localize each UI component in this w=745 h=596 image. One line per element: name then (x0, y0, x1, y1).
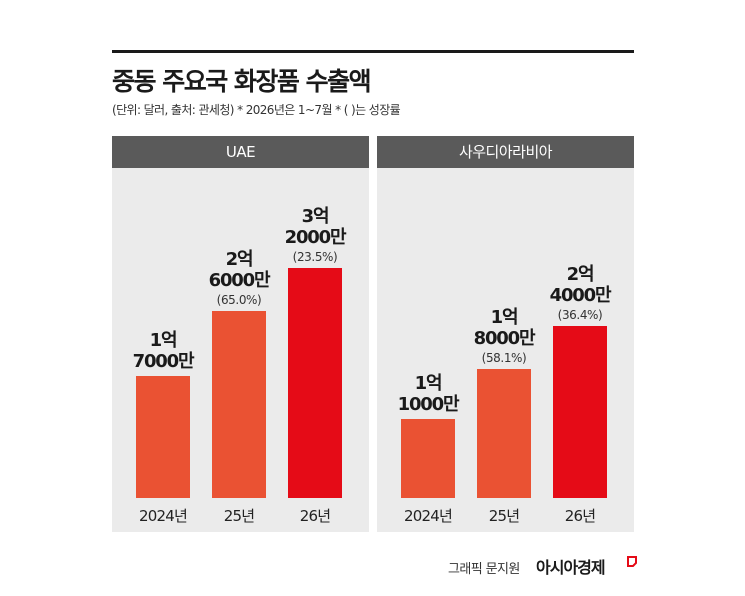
saudi-bar-0 (401, 419, 455, 498)
uae-bar-2 (288, 268, 342, 498)
saudi-x-label-1: 25년 (488, 507, 520, 525)
brand-logo-text: 아시아경제 (536, 558, 606, 577)
uae-x-label-2: 26년 (299, 507, 331, 525)
uae-bar-0 (136, 376, 190, 498)
uae-panel: UAE 1억 7000만 2024년 (65.0%) 2억 6000만 25년 (23.5%)… (112, 136, 369, 532)
saudi-panel: 사우디아라비아 1억 1000만 2024년 (58.1%) 1억 8000만 25년 (36… (377, 136, 634, 532)
saudi-x-label-0: 2024년 (404, 507, 453, 525)
uae-bar-1 (212, 311, 266, 498)
saudi-value-label-2: 2억 4000만 (549, 264, 612, 306)
chart-subtitle: (단위: 달러, 출처: 관세청) * 2026년은 1~7월 * ( )는 성… (112, 103, 401, 117)
saudi-panel-header: 사우디아라비아 (377, 136, 634, 168)
saudi-growth-label-2: (36.4%) (557, 308, 603, 322)
saudi-value-label-0: 1억 1000만 (397, 373, 460, 415)
uae-growth-label-1: (65.0%) (216, 293, 262, 307)
saudi-bar-1 (477, 369, 531, 498)
uae-growth-label-2: (23.5%) (292, 250, 338, 264)
saudi-growth-label-1: (58.1%) (481, 351, 527, 365)
brand-mark-icon (627, 556, 637, 567)
uae-panel-header: UAE (112, 136, 369, 168)
uae-x-label-1: 25년 (223, 507, 255, 525)
uae-value-label-0: 1억 7000만 (132, 330, 195, 372)
saudi-bar-2 (553, 326, 607, 498)
uae-value-label-2: 3억 2000만 (284, 206, 347, 248)
chart-title: 중동 주요국 화장품 수출액 (112, 67, 372, 96)
saudi-x-label-2: 26년 (564, 507, 596, 525)
top-rule (112, 50, 634, 53)
saudi-value-label-1: 1억 8000만 (473, 307, 536, 349)
graphic-credit: 그래픽 문지원 (448, 562, 520, 577)
uae-value-label-1: 2억 6000만 (208, 249, 271, 291)
uae-x-label-0: 2024년 (139, 507, 188, 525)
